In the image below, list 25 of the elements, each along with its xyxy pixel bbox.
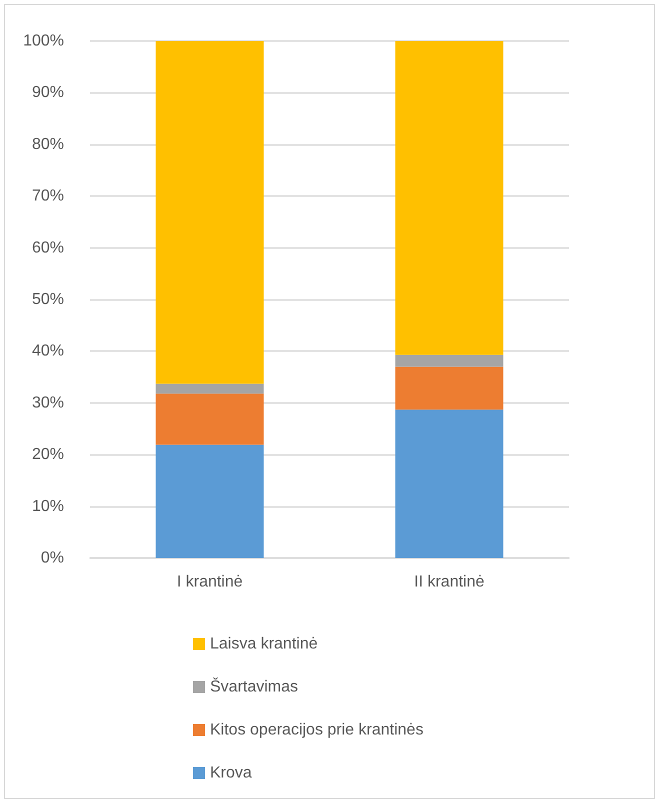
bar <box>156 444 264 558</box>
y-tick-label: 20% <box>32 446 64 464</box>
bar <box>156 41 264 384</box>
x-tick-label: I krantinė <box>176 574 243 590</box>
y-tick-label: 30% <box>32 394 64 412</box>
y-tick-label: 10% <box>32 498 64 515</box>
legend-label: Laisva krantinė <box>210 636 318 652</box>
y-tick-label: 60% <box>32 239 64 256</box>
bar <box>395 366 504 410</box>
y-tick-label: 90% <box>32 84 64 102</box>
y-tick-label: 50% <box>32 291 64 308</box>
x-tick-label: II krantinė <box>414 574 484 590</box>
bar <box>395 41 504 355</box>
y-tick-label: 100% <box>23 32 64 50</box>
bar <box>395 410 504 558</box>
y-tick-label: 80% <box>32 136 64 153</box>
y-tick-label: 70% <box>32 188 64 205</box>
legend-label: Švartavimas <box>210 678 298 696</box>
bar <box>395 354 504 367</box>
bar <box>156 384 264 394</box>
y-tick-label: 0% <box>40 550 64 566</box>
legend-label: Krova <box>210 764 252 782</box>
legend-label: Kitos operacijos prie krantinės <box>210 722 424 738</box>
bar <box>156 394 264 445</box>
y-tick-label: 40% <box>32 342 64 360</box>
